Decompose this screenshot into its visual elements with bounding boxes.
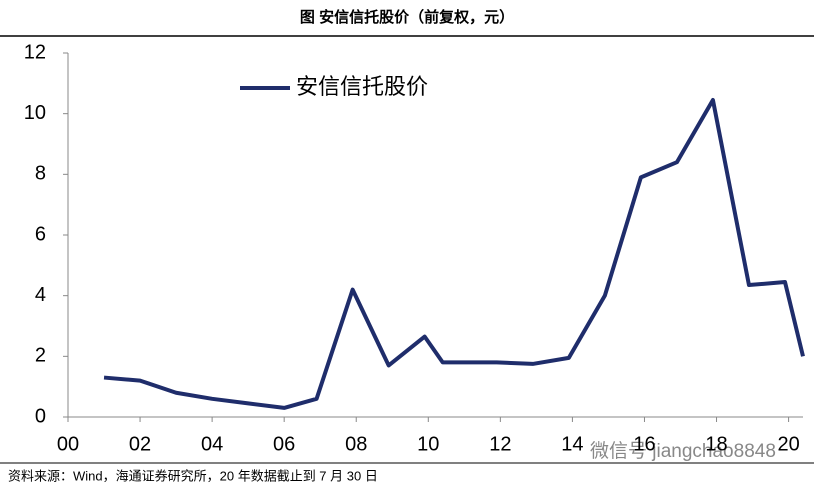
legend-label: 安信信托股价 [296,74,428,99]
y-tick-label: 8 [35,163,46,185]
x-tick-label: 16 [633,433,655,455]
y-tick-label: 10 [24,102,46,124]
y-tick-label: 0 [35,405,46,427]
y-tick-label: 12 [24,41,46,63]
x-tick-label: 14 [561,433,583,455]
chart-title: 图 安信信托股价（前复权，元） [300,8,514,26]
x-tick-label: 20 [777,433,799,455]
x-tick-label: 08 [345,433,367,455]
source-note: 资料来源：Wind，海通证券研究所，20 年数据截止到 7 月 30 日 [8,468,378,483]
x-tick-label: 18 [705,433,727,455]
y-tick-label: 6 [35,223,46,245]
series-line [103,98,805,410]
x-tick-label: 04 [201,433,223,455]
x-tick-label: 10 [417,433,439,455]
x-tick-label: 12 [489,433,511,455]
x-tick-label: 02 [129,433,151,455]
x-tick-label: 00 [57,433,79,455]
y-tick-label: 2 [35,345,46,367]
y-tick-label: 4 [35,284,46,306]
x-tick-label: 06 [273,433,295,455]
watermark: 微信号 jiangchao8848 [590,440,776,462]
